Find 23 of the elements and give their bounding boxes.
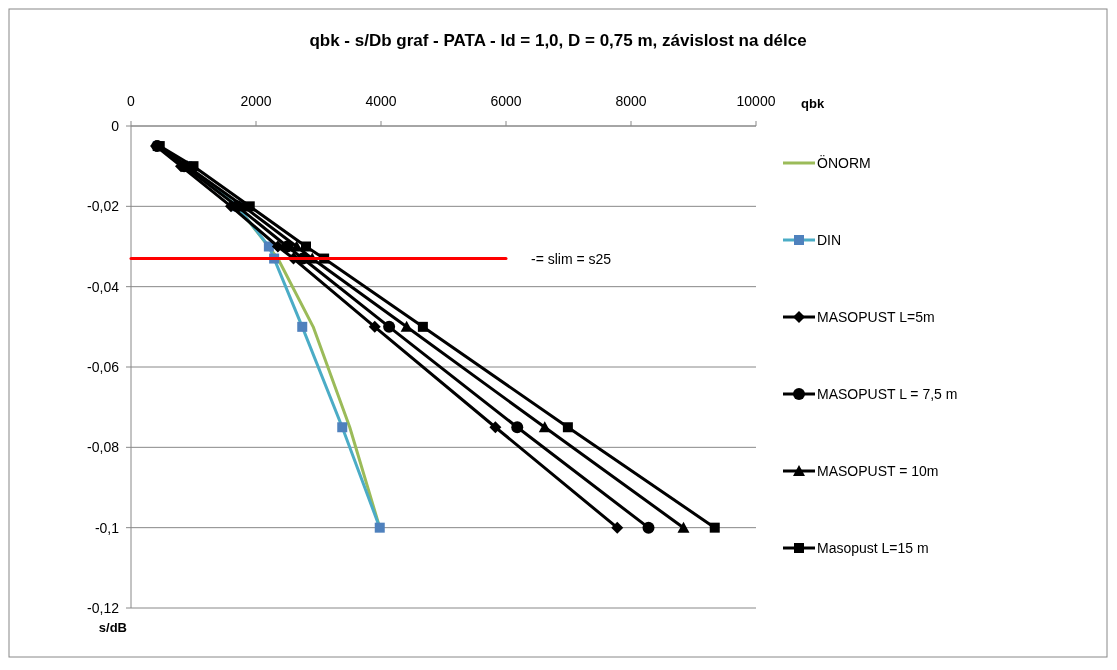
x-tick-label: 4000 [365, 93, 397, 109]
legend-label: ÖNORM [817, 154, 871, 171]
x-tick-label: 0 [127, 93, 136, 109]
legend-label: Masopust L=15 m [817, 540, 929, 556]
y-axis-title: s/dB [98, 620, 127, 635]
y-tick-label: 0 [111, 118, 120, 134]
series-label: -= slim = s25 [531, 250, 612, 267]
y-tick-label: -0,02 [87, 198, 120, 215]
x-tick-label: 2000 [240, 93, 272, 109]
y-tick-label: -0,1 [94, 519, 120, 536]
y-tick-label: -0,06 [87, 359, 120, 375]
legend-label: MASOPUST L = 7,5 m [817, 386, 958, 402]
y-tick-label: -0,12 [87, 600, 120, 616]
x-tick-label: 10000 [736, 93, 776, 109]
x-tick-label: 8000 [615, 93, 647, 109]
y-tick-label: -0,08 [87, 439, 120, 456]
y-tick-label: -0,04 [87, 278, 120, 295]
legend-label: DIN [817, 232, 842, 248]
chart-title: qbk - s/Db graf - PATA - Id = 1,0, D = 0,75 m, závislost na délce [309, 31, 807, 50]
legend-label: MASOPUST = 10m [817, 463, 939, 479]
legend-label: MASOPUST L=5m [817, 309, 935, 325]
x-tick-label: 6000 [490, 93, 522, 109]
x-axis-title: qbk [801, 96, 825, 111]
